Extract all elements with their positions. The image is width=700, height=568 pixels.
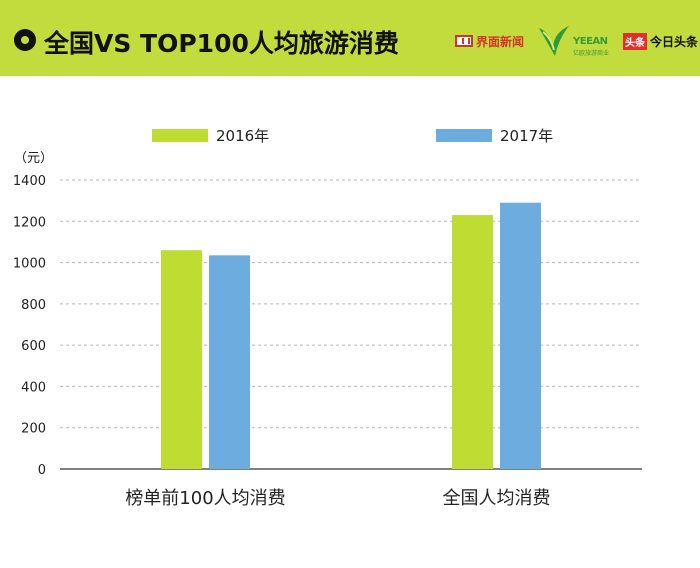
toutiao-logo: 头条 今日头条 — [623, 33, 698, 50]
bar-2-2 — [500, 202, 541, 469]
circle-logo-icon — [14, 29, 36, 51]
jiemian-logo-icon — [455, 35, 473, 47]
yeean-logo-text: YEEAN — [573, 36, 608, 47]
yeean-leaf-icon — [539, 26, 569, 56]
bar-1-1 — [161, 250, 202, 469]
y-tick-label: 200 — [21, 422, 46, 437]
y-tick-label: 0 — [38, 463, 46, 478]
header-banner: 全国VS TOP100人均旅游消费 界面新闻 YEEAN 亿欧旅游商业 头条 今… — [0, 0, 700, 76]
yeean-logo-subtext: 亿欧旅游商业 — [573, 50, 610, 57]
legend-swatch — [436, 129, 492, 142]
y-tick-label: 600 — [21, 339, 46, 354]
category-label: 全国人均消费 — [443, 488, 551, 509]
toutiao-badge: 头条 — [623, 33, 647, 50]
jiemian-logo-text: 界面新闻 — [476, 34, 525, 49]
bars — [161, 202, 541, 469]
legend-swatch — [152, 129, 208, 142]
grid-lines — [60, 179, 642, 470]
jiemian-logo: 界面新闻 — [455, 33, 524, 49]
bar-1-2 — [452, 215, 493, 469]
bar-2-1 — [209, 255, 250, 469]
y-tick-label: 1000 — [13, 257, 46, 272]
y-axis-ticks: 0 200 400 600 800 1000 1200 1400 — [13, 174, 46, 478]
y-axis-unit-label: （元） — [14, 151, 53, 166]
bar-chart: 0 200 400 600 800 1000 1200 1400 榜单前100人均消费 全国人均… — [13, 127, 642, 509]
legend: 2016年 2017年 — [152, 127, 553, 145]
x-axis-categories: 榜单前100人均消费 全国人均消费 — [125, 488, 550, 509]
category-label: 榜单前100人均消费 — [125, 488, 285, 509]
page-title: 全国VS TOP100人均旅游消费 — [44, 29, 399, 58]
y-tick-label: 800 — [21, 298, 46, 313]
y-tick-label: 400 — [21, 380, 46, 395]
toutiao-logo-text: 今日头条 — [650, 35, 699, 49]
y-tick-label: 1200 — [13, 215, 46, 230]
y-tick-label: 1400 — [13, 174, 46, 189]
legend-label: 2017年 — [500, 127, 553, 145]
legend-label: 2016年 — [216, 127, 269, 145]
yeean-logo: YEEAN 亿欧旅游商业 — [535, 22, 615, 62]
